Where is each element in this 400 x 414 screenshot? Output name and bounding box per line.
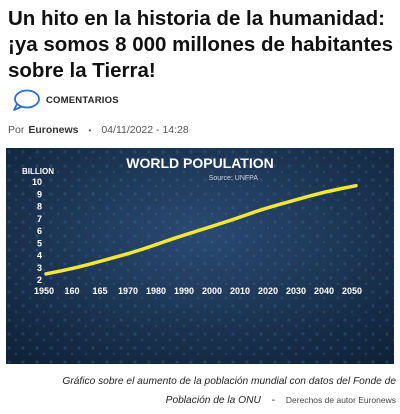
byline-separator: • [88,125,92,135]
byline-prefix: Por [8,124,25,136]
y-tick-label: 8 [37,202,42,212]
series-line [44,183,358,276]
x-tick-label: 1950 [34,286,54,296]
image-credit: Derechos de autor Euronews [285,395,396,405]
publish-date: 04/11/2022 - 14:28 [101,124,189,136]
y-tick-label: 2 [37,275,42,285]
x-tick-label: 2050 [342,286,362,296]
x-tick-label: 2010 [230,286,250,296]
x-tick-label: 160 [64,286,79,296]
x-tick-label: 2020 [258,286,278,296]
x-tick-label: 2030 [286,286,306,296]
y-tick-label: 3 [37,263,42,273]
byline: Por Euronews • 04/11/2022 - 14:28 [8,124,189,136]
y-tick-label: 9 [37,189,42,199]
caption-text: Gráfico sobre el aumento de la población… [62,376,396,406]
comments-button[interactable]: COMENTARIOS [12,89,119,111]
chart-texture [6,148,394,364]
y-tick-label: 6 [37,226,42,236]
x-tick-label: 1980 [146,286,166,296]
x-tick-label: 1990 [174,286,194,296]
image-caption: Gráfico sobre el aumento de la población… [30,372,396,410]
x-tick-label: 2040 [314,286,334,296]
population-chart: WORLD POPULATION Source: UNFPA BILLION 2… [6,148,394,364]
y-tick-label: 5 [37,238,42,248]
author-link[interactable]: Euronews [28,124,79,136]
chart-title: WORLD POPULATION [126,155,274,171]
y-tick-label: 7 [37,214,42,224]
y-axis-label: BILLION [22,167,54,176]
x-tick-label: 165 [92,286,107,296]
speech-bubble-icon [13,89,40,111]
x-tick-label: 1970 [118,286,138,296]
y-tick-label: 10 [32,177,42,187]
article-headline: Un hito en la historia de la humanidad: … [8,7,394,82]
x-tick-label: 2000 [202,286,222,296]
y-tick-label: 4 [37,251,42,261]
chart-subtitle: Source: UNFPA [209,175,259,182]
caption-separator: - [271,395,276,406]
comments-label: COMENTARIOS [46,94,119,106]
